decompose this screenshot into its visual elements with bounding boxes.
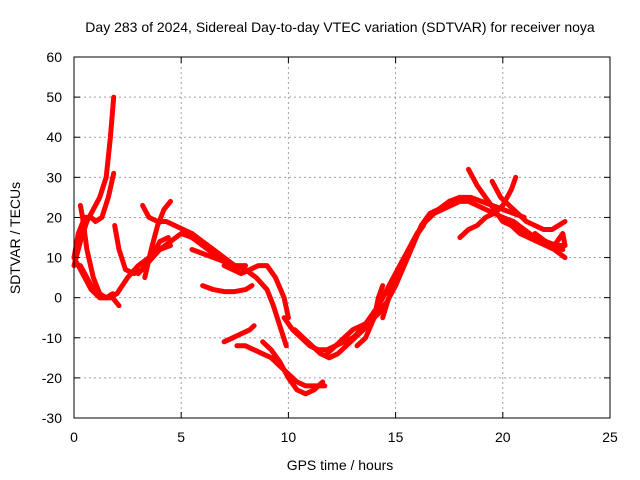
series-arc-23	[457, 174, 519, 240]
x-axis-label: GPS time / hours	[287, 457, 394, 473]
series-line	[380, 198, 566, 321]
series-markers	[223, 325, 255, 343]
series-line	[221, 263, 291, 321]
series-markers	[382, 200, 564, 318]
y-tick-label: 10	[46, 250, 62, 266]
y-tick-label: -10	[42, 330, 62, 346]
series-markers	[114, 225, 169, 275]
series-markers	[467, 169, 566, 259]
series-line	[71, 94, 117, 269]
plot-frame	[73, 56, 611, 419]
series-markers	[137, 232, 246, 274]
series-markers	[459, 177, 517, 238]
x-tick-label: 20	[495, 429, 511, 445]
series-markers	[79, 265, 113, 299]
series-arc-26	[532, 231, 568, 248]
series-arc-24	[489, 178, 568, 232]
tick-labels: 0 5 10 15 20 25 -30 -20 -10 0 10 20 30 40 50 60	[42, 49, 618, 445]
series-markers	[202, 285, 253, 293]
series-arc-22	[466, 166, 568, 261]
x-tick-label: 25	[602, 429, 618, 445]
series-markers	[262, 341, 324, 395]
x-tick-label: 15	[388, 429, 404, 445]
y-tick-label: -30	[42, 410, 62, 426]
series-arc-13	[221, 323, 257, 345]
series-arc-7	[140, 202, 238, 269]
series-arc-5	[77, 263, 116, 301]
y-tick-label: 0	[54, 290, 62, 306]
series-arc-2	[71, 170, 117, 261]
series-line	[221, 323, 257, 345]
y-tick-label: 40	[46, 129, 62, 145]
y-tick-label: 50	[46, 89, 62, 105]
series-arc-21	[425, 194, 527, 220]
series-arc-15	[260, 339, 326, 397]
series-arc-1	[71, 94, 117, 269]
series-markers	[427, 196, 525, 218]
x-tick-label: 5	[177, 429, 185, 445]
series-arc-11	[200, 283, 255, 295]
y-tick-label: 20	[46, 209, 62, 225]
series-arc-19	[354, 283, 386, 349]
series-line	[457, 174, 519, 240]
y-tick-label: -20	[42, 370, 62, 386]
series-markers	[491, 181, 566, 231]
series-group	[71, 94, 568, 397]
axis-ticks	[73, 56, 611, 419]
series-markers	[142, 205, 236, 267]
y-axis-label: SDTVAR / TECUs	[7, 182, 23, 294]
y-tick-label: 60	[46, 49, 62, 65]
series-markers	[73, 173, 115, 258]
series-markers	[534, 231, 566, 247]
x-tick-label: 10	[281, 429, 297, 445]
series-arc-12	[221, 263, 291, 321]
y-tick-label: 30	[46, 169, 62, 185]
x-tick-label: 0	[70, 429, 78, 445]
series-markers	[356, 285, 384, 347]
chart-title: Day 283 of 2024, Sidereal Day-to-day VTE…	[85, 19, 595, 35]
series-arc-20	[380, 198, 566, 321]
